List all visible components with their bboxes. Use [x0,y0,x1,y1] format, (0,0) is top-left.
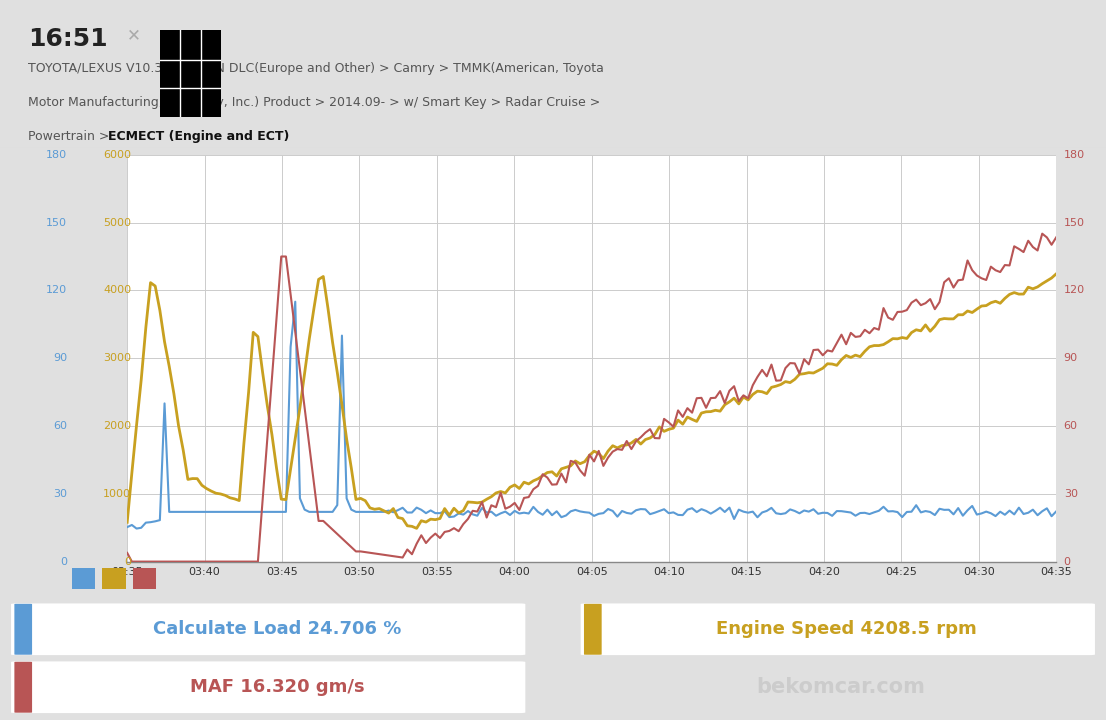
FancyBboxPatch shape [14,662,32,713]
Text: 6000: 6000 [103,150,132,160]
FancyBboxPatch shape [11,603,525,655]
Bar [72,568,95,590]
Text: 90: 90 [1064,354,1078,363]
Text: 1000: 1000 [103,489,132,499]
Text: 3000: 3000 [103,354,132,363]
Text: 30: 30 [1064,489,1077,499]
Text: 0: 0 [60,557,67,567]
Text: 0: 0 [1064,557,1071,567]
Text: 150: 150 [1064,217,1085,228]
Text: 120: 120 [1064,285,1085,295]
Text: 16:51: 16:51 [28,27,107,50]
Text: 180: 180 [1064,150,1085,160]
Bar [102,568,126,590]
Text: 150: 150 [46,217,67,228]
Text: 90: 90 [53,354,67,363]
Text: 120: 120 [45,285,67,295]
Text: bekomcar.com: bekomcar.com [757,678,925,697]
Text: 2000: 2000 [103,421,132,431]
Text: MAF 16.320 gm/s: MAF 16.320 gm/s [190,678,364,696]
Text: Calculate Load 24.706 %: Calculate Load 24.706 % [153,621,401,639]
Text: Motor Manufacturing, Kentucky, Inc.) Product > 2014.09- > w/ Smart Key > Radar C: Motor Manufacturing, Kentucky, Inc.) Pro… [28,96,599,109]
Text: 180: 180 [45,150,67,160]
FancyBboxPatch shape [584,604,602,654]
Text: 4000: 4000 [103,285,132,295]
Text: ECMECT (Engine and ECT): ECMECT (Engine and ECT) [108,130,290,143]
Text: 30: 30 [53,489,67,499]
Text: Powertrain >: Powertrain > [28,130,113,143]
Text: TOYOTA/LEXUS V10.36 > 16PIN DLC(Europe and Other) > Camry > TMMK(American, Toyot: TOYOTA/LEXUS V10.36 > 16PIN DLC(Europe a… [28,62,604,75]
FancyBboxPatch shape [14,604,32,654]
Text: 5000: 5000 [103,217,132,228]
Text: Engine Speed 4208.5 rpm: Engine Speed 4208.5 rpm [717,621,977,639]
FancyBboxPatch shape [11,662,525,713]
Text: 0: 0 [124,557,132,567]
Bar [133,568,156,590]
Text: 60: 60 [1064,421,1077,431]
Text: ✕: ✕ [127,27,142,45]
FancyBboxPatch shape [581,603,1095,655]
Text: 60: 60 [53,421,67,431]
